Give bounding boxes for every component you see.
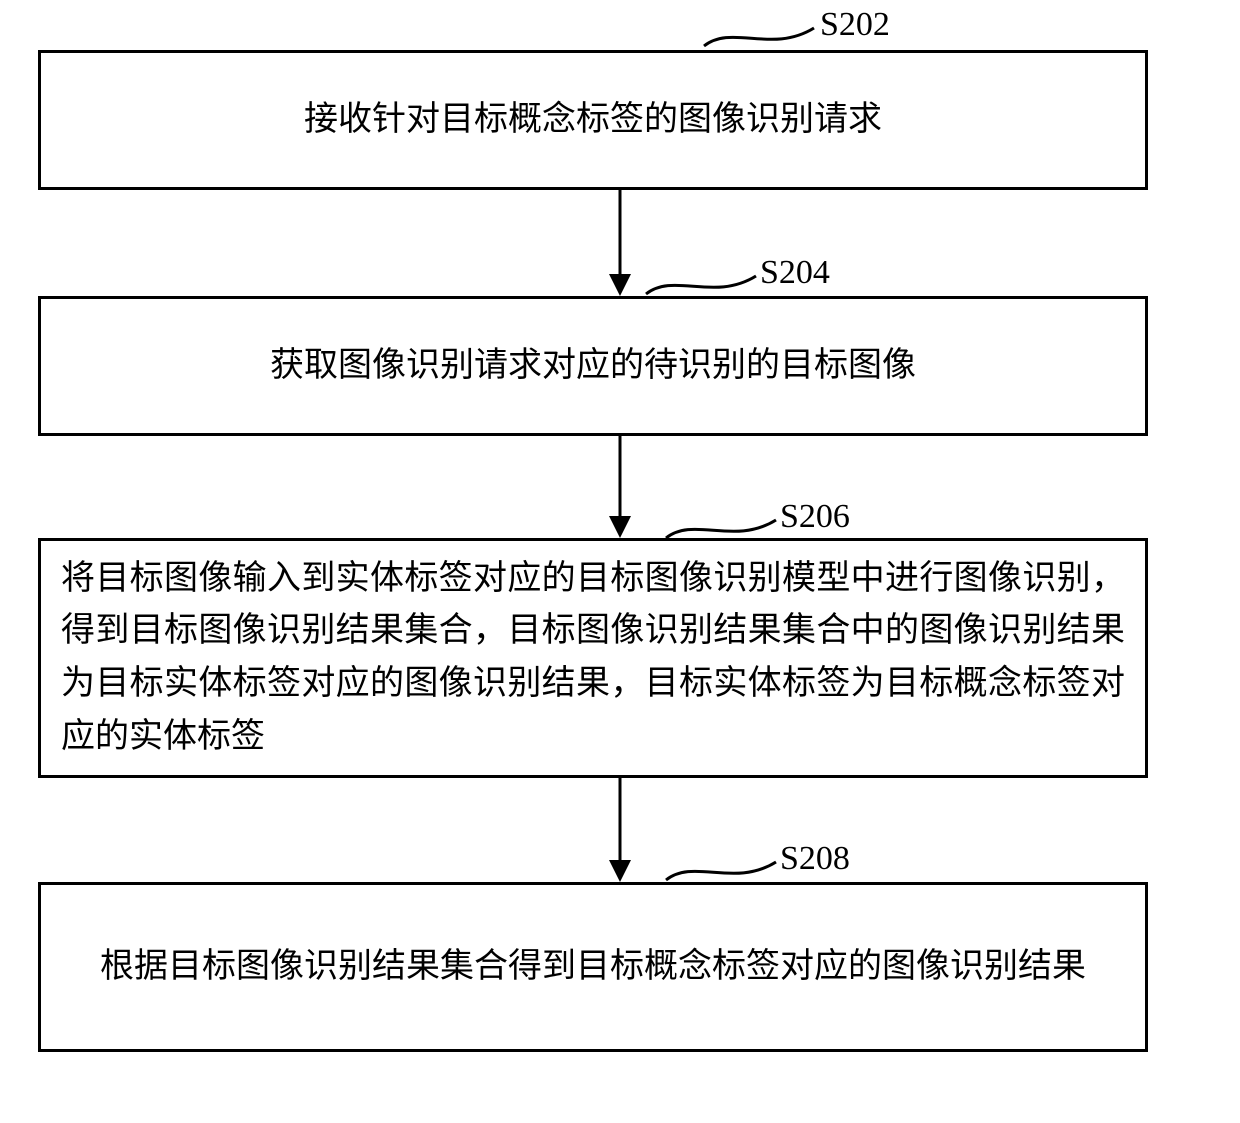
- flowchart-canvas: S202 S204 S206 S208 接收针对目标概念标签的图像识别请求 获取…: [0, 0, 1240, 1123]
- step-label-s202: S202: [820, 6, 890, 44]
- step-label-s208: S208: [780, 840, 850, 878]
- flow-arrow: [0, 778, 1240, 882]
- step-label-text: S208: [780, 840, 850, 877]
- flow-arrow: [0, 190, 1240, 296]
- step-label-text: S202: [820, 6, 890, 43]
- flow-box-text: 将目标图像输入到实体标签对应的目标图像识别模型中进行图像识别，得到目标图像识别结…: [61, 553, 1125, 764]
- step-label-s206: S206: [780, 498, 850, 536]
- step-label-text: S204: [760, 254, 830, 291]
- flow-box-text: 获取图像识别请求对应的待识别的目标图像: [61, 340, 1125, 393]
- step-label-s204: S204: [760, 254, 830, 292]
- flow-box-s204: 获取图像识别请求对应的待识别的目标图像: [38, 296, 1148, 436]
- flow-box-s206: 将目标图像输入到实体标签对应的目标图像识别模型中进行图像识别，得到目标图像识别结…: [38, 538, 1148, 778]
- step-label-text: S206: [780, 498, 850, 535]
- flow-box-s208: 根据目标图像识别结果集合得到目标概念标签对应的图像识别结果: [38, 882, 1148, 1052]
- flow-box-text: 接收针对目标概念标签的图像识别请求: [61, 94, 1125, 147]
- flow-box-s202: 接收针对目标概念标签的图像识别请求: [38, 50, 1148, 190]
- flow-box-text: 根据目标图像识别结果集合得到目标概念标签对应的图像识别结果: [61, 941, 1125, 994]
- flow-arrow: [0, 436, 1240, 538]
